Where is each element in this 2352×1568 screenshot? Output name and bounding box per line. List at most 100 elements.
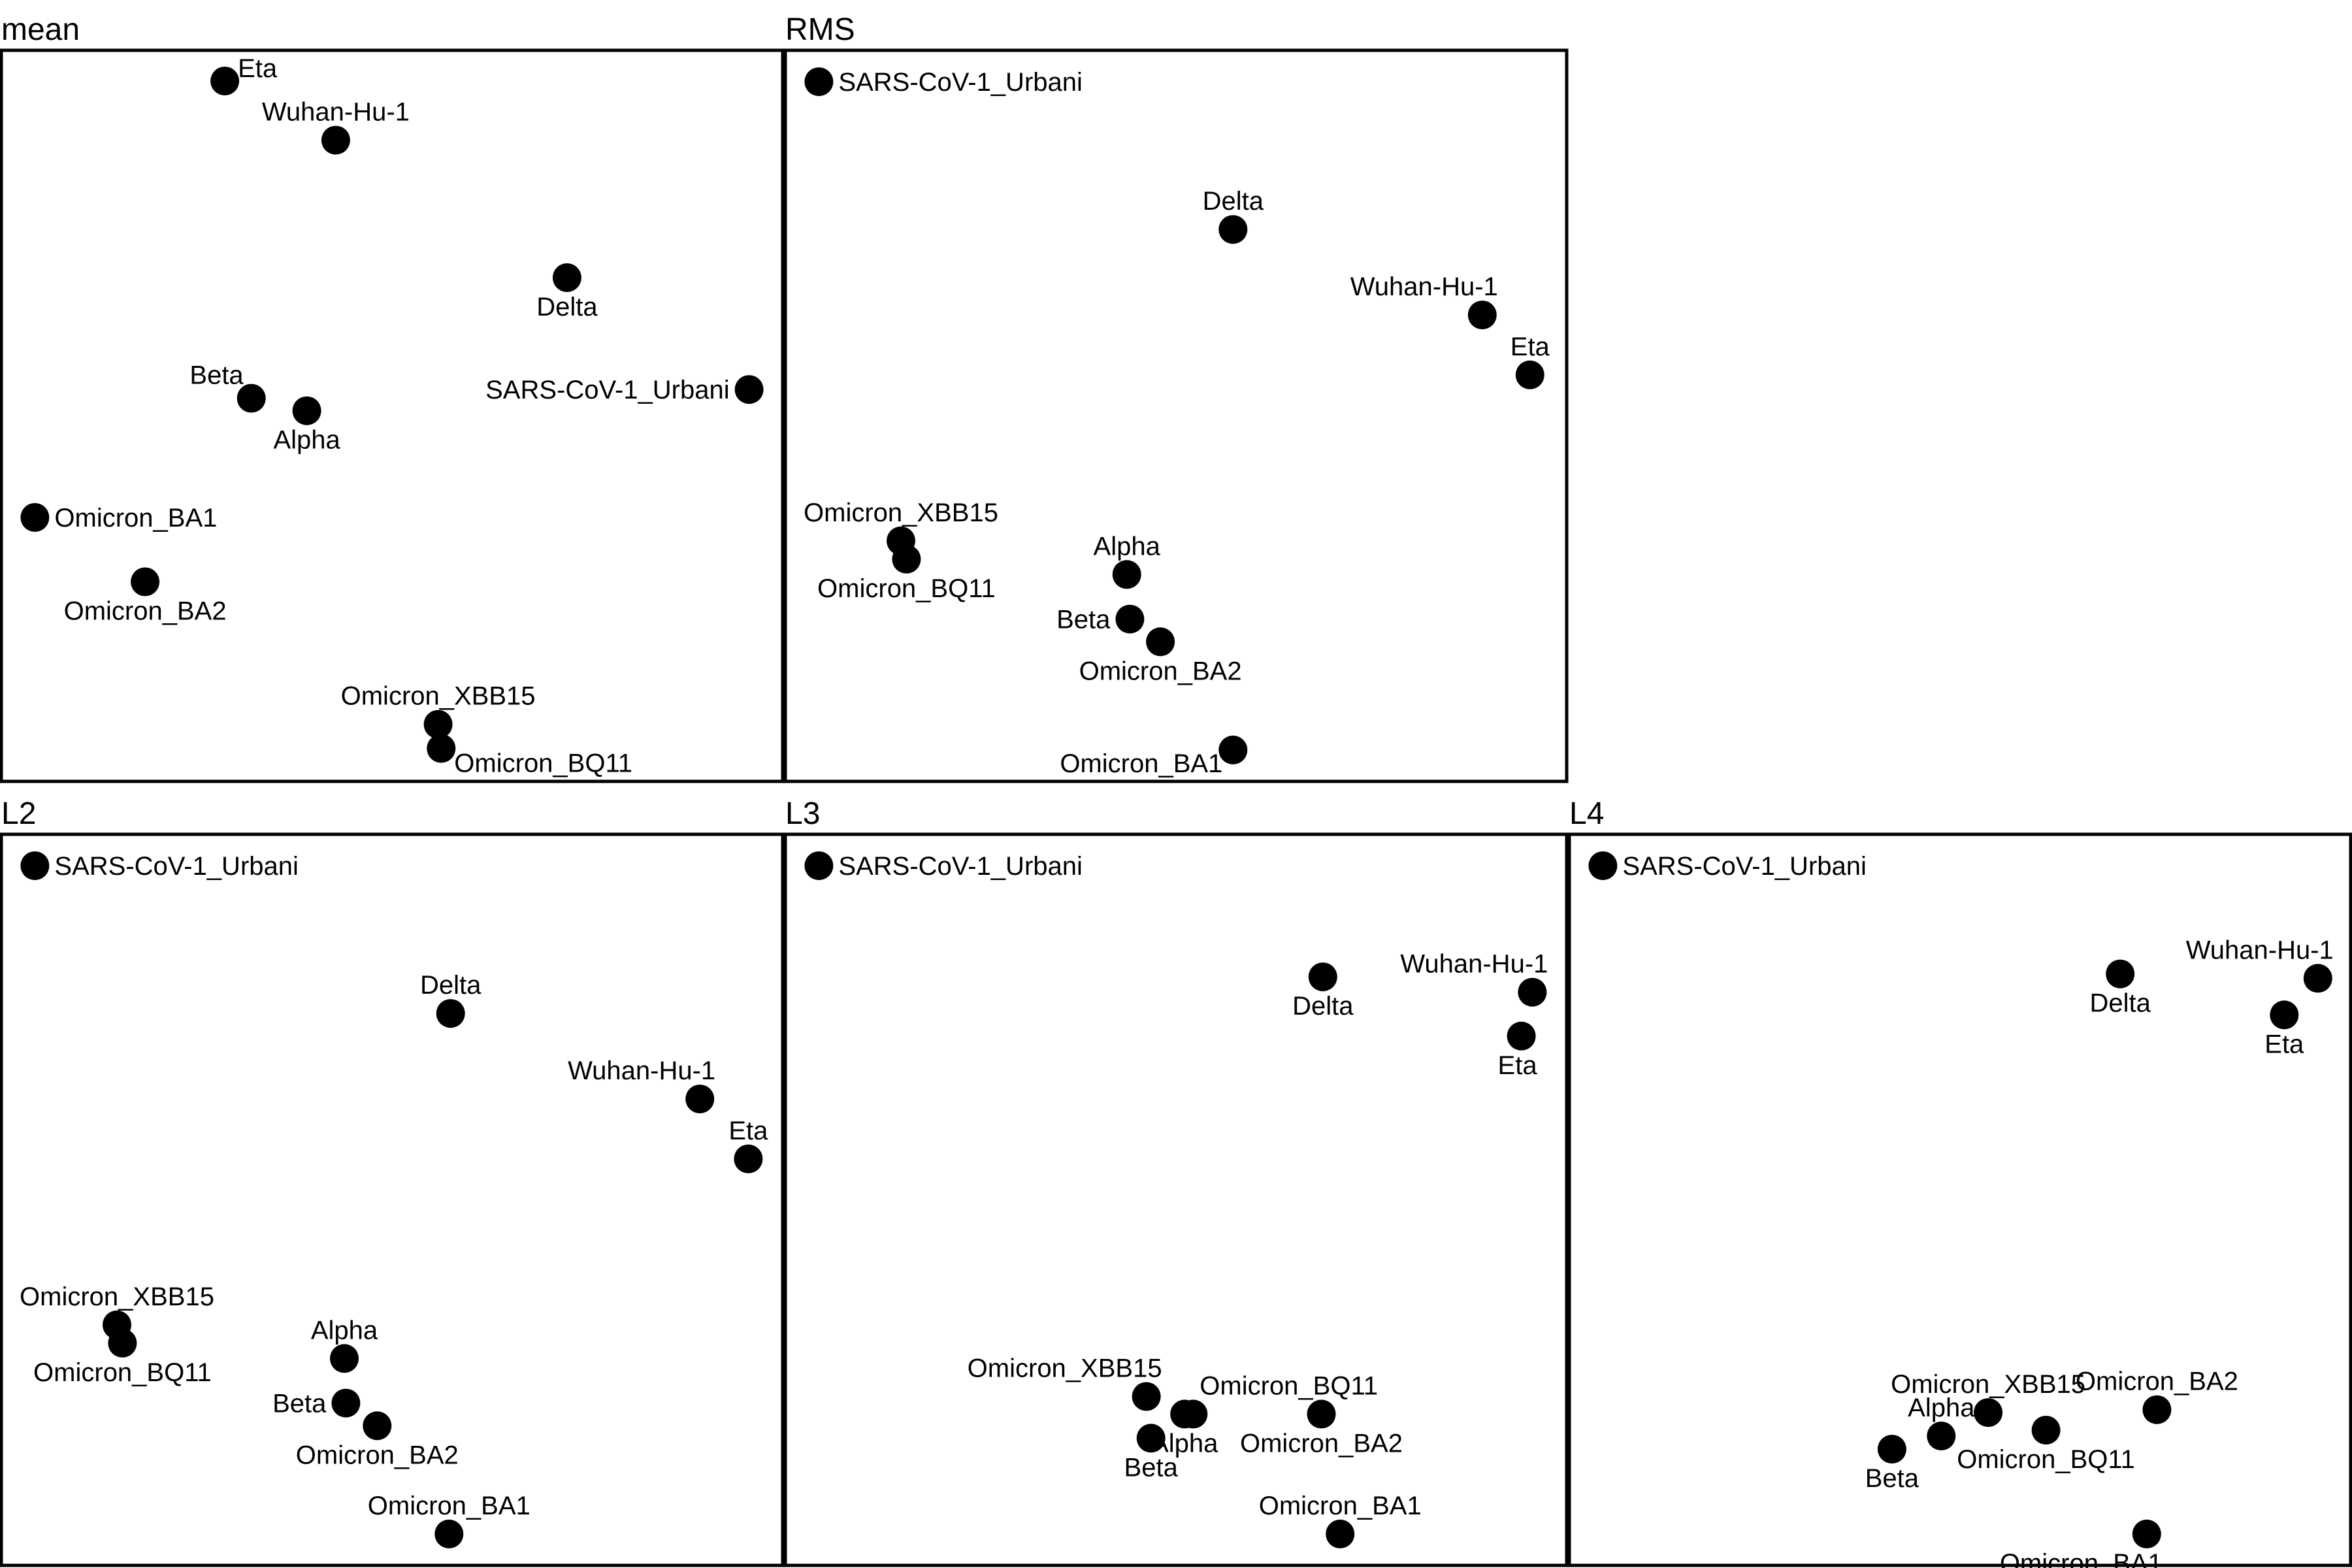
data-point bbox=[1112, 560, 1141, 589]
panel-mean: mean Eta Wuhan-Hu-1 Delta SARS-CoV-1_Urbani… bbox=[0, 12, 785, 783]
point-label: Beta bbox=[1056, 606, 1111, 634]
panel-title: L3 bbox=[785, 796, 820, 831]
data-point bbox=[804, 851, 834, 881]
point-label: Delta bbox=[1292, 992, 1354, 1021]
point-label: Omicron_BA1 bbox=[1259, 1492, 1422, 1520]
point-label: SARS-CoV-1_Urbani bbox=[838, 852, 1083, 881]
data-point bbox=[1218, 215, 1248, 244]
data-point bbox=[1218, 735, 1248, 764]
data-point bbox=[1326, 1519, 1355, 1548]
data-point bbox=[1927, 1421, 1956, 1450]
data-point bbox=[434, 1519, 464, 1548]
data-point bbox=[363, 1411, 392, 1441]
data-point bbox=[210, 67, 240, 95]
data-point bbox=[330, 1344, 359, 1373]
plot-frame bbox=[0, 48, 785, 783]
point-label: Beta bbox=[189, 361, 244, 390]
data-point bbox=[20, 503, 50, 532]
panel-title: mean bbox=[1, 12, 80, 47]
point-label: Omicron_XBB15 bbox=[1891, 1370, 2085, 1399]
plot-frame bbox=[783, 832, 1569, 1567]
point-label: Wuhan-Hu-1 bbox=[2186, 936, 2334, 964]
point-label: Omicron_BQ11 bbox=[33, 1358, 212, 1387]
data-point bbox=[2303, 964, 2332, 993]
point-label: SARS-CoV-1_Urbani bbox=[1622, 852, 1867, 881]
point-label: Eta bbox=[1498, 1051, 1538, 1080]
data-point bbox=[892, 544, 921, 574]
data-point bbox=[1146, 627, 1175, 657]
panel-l3: L3 SARS-CoV-1_Urbani Wuhan-Hu-1 Delta Eta Om… bbox=[783, 796, 1569, 1567]
point-label: Omicron_BA2 bbox=[1240, 1429, 1403, 1458]
point-label: Omicron_BA1 bbox=[1060, 749, 1222, 778]
data-point bbox=[1115, 604, 1145, 634]
point-label: Omicron_BQ11 bbox=[1200, 1371, 1378, 1400]
data-point bbox=[1307, 1399, 1336, 1429]
data-point bbox=[804, 67, 834, 97]
point-label: Omicron_BA2 bbox=[2076, 1367, 2238, 1396]
points-layer: SARS-CoV-1_Urbani Wuhan-Hu-1 Delta Eta Omicr… bbox=[804, 851, 1548, 1548]
data-point bbox=[1515, 360, 1544, 389]
point-label: Delta bbox=[420, 971, 482, 1000]
data-point bbox=[2270, 1000, 2299, 1030]
panel-l4: L4 SARS-CoV-1_Urbani Wuhan-Hu-1 Delta Eta Om… bbox=[1567, 796, 2352, 1568]
data-point bbox=[1132, 1382, 1161, 1411]
data-point bbox=[321, 125, 350, 155]
point-label: Omicron_XBB15 bbox=[20, 1282, 214, 1311]
point-label: Beta bbox=[272, 1390, 327, 1418]
point-label: Omicron_BQ11 bbox=[817, 574, 996, 603]
point-label: Wuhan-Hu-1 bbox=[568, 1056, 715, 1085]
point-label: Wuhan-Hu-1 bbox=[1400, 950, 1548, 979]
data-point bbox=[1170, 1399, 1200, 1429]
point-label: Omicron_BQ11 bbox=[1957, 1445, 2135, 1474]
data-point bbox=[2031, 1416, 2061, 1445]
data-point bbox=[331, 1388, 361, 1418]
points-layer: SARS-CoV-1_Urbani Delta Wuhan-Hu-1 Eta Omicr… bbox=[20, 851, 768, 1548]
point-label: Delta bbox=[536, 293, 598, 321]
point-label: Beta bbox=[1865, 1464, 1919, 1493]
data-point bbox=[237, 384, 266, 413]
data-point bbox=[1136, 1424, 1166, 1453]
data-point bbox=[1467, 301, 1497, 330]
data-point bbox=[131, 567, 160, 596]
point-label: Omicron_BA2 bbox=[296, 1441, 459, 1469]
data-point bbox=[108, 1328, 137, 1358]
panel-rms: RMS SARS-CoV-1_Urbani Delta Wuhan-Hu-1 Eta O… bbox=[783, 12, 1569, 783]
point-label: Eta bbox=[728, 1117, 768, 1145]
data-point bbox=[423, 710, 453, 739]
plot-frame bbox=[1567, 832, 2352, 1567]
point-label: SARS-CoV-1_Urbani bbox=[838, 68, 1083, 97]
plot-frame bbox=[0, 832, 785, 1567]
point-label: Eta bbox=[238, 54, 278, 83]
point-label: Omicron_BA2 bbox=[64, 597, 227, 626]
data-point bbox=[1518, 977, 1547, 1007]
point-label: Alpha bbox=[273, 426, 340, 455]
data-point bbox=[427, 734, 456, 763]
point-label: Alpha bbox=[311, 1316, 378, 1345]
data-point bbox=[1507, 1021, 1536, 1051]
points-layer: SARS-CoV-1_Urbani Delta Wuhan-Hu-1 Eta Omicr… bbox=[804, 67, 1550, 778]
data-point bbox=[734, 1144, 763, 1173]
panel-l2: L2 SARS-CoV-1_Urbani Delta Wuhan-Hu-1 Eta Om… bbox=[0, 796, 785, 1567]
panel-title: L2 bbox=[1, 796, 36, 831]
point-label: Omicron_BA1 bbox=[54, 504, 217, 532]
point-label: Omicron_BA1 bbox=[368, 1492, 531, 1520]
point-label: Wuhan-Hu-1 bbox=[262, 98, 410, 127]
data-point bbox=[1974, 1398, 2003, 1428]
points-layer: SARS-CoV-1_Urbani Wuhan-Hu-1 Delta Eta Omicr… bbox=[1588, 851, 2334, 1568]
data-point bbox=[20, 851, 50, 881]
data-point bbox=[1877, 1435, 1906, 1464]
point-label: Eta bbox=[2264, 1030, 2304, 1058]
point-label: Omicron_BA1 bbox=[2000, 1549, 2163, 1568]
point-label: Delta bbox=[2090, 989, 2151, 1018]
point-label: Wuhan-Hu-1 bbox=[1350, 272, 1498, 301]
panel-title: RMS bbox=[785, 12, 855, 47]
point-label: Alpha bbox=[1908, 1394, 1975, 1422]
point-label: Eta bbox=[1511, 333, 1550, 361]
data-point bbox=[685, 1085, 715, 1114]
point-label: Delta bbox=[1203, 187, 1264, 216]
point-label: Alpha bbox=[1094, 532, 1161, 561]
data-point bbox=[2132, 1519, 2161, 1548]
data-point bbox=[436, 999, 465, 1028]
points-layer: Eta Wuhan-Hu-1 Delta SARS-CoV-1_Urbani Beta A… bbox=[20, 54, 764, 778]
data-point bbox=[1308, 962, 1337, 992]
